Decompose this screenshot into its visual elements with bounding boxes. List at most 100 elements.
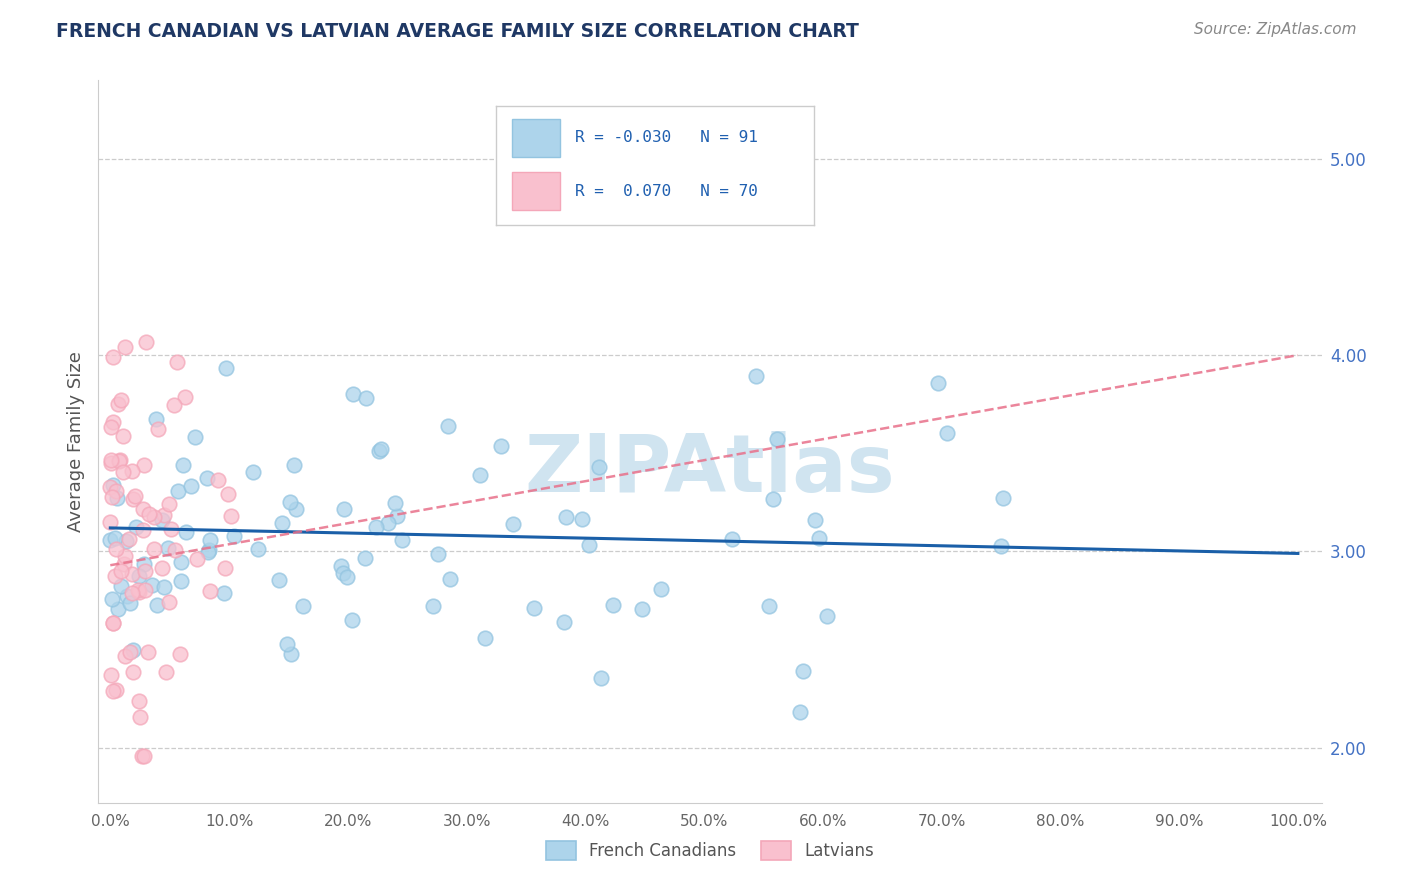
Point [474,631,496,645]
Point [104,531,127,545]
Point [111,429,134,443]
Point [134,458,156,473]
Point [368,443,391,458]
Point [354,391,377,405]
Point [377,516,399,531]
Point [110,579,132,593]
Point [101,415,124,429]
Point [468,468,491,483]
Point [160,522,183,536]
Point [124,490,146,504]
Point [571,512,593,526]
Point [491,439,513,453]
Point [110,393,132,408]
Point [342,387,364,401]
Point [183,430,205,444]
Point [101,684,124,698]
Point [283,458,305,473]
Point [121,665,143,680]
Point [631,602,654,616]
Point [111,465,134,479]
Point [132,557,155,571]
Y-axis label: Average Family Size: Average Family Size [66,351,84,532]
Point [100,667,122,681]
Point [157,595,180,609]
Point [114,340,136,354]
Point [134,583,156,598]
Point [145,412,167,426]
Point [114,649,136,664]
Point [384,496,406,510]
Point [578,538,600,552]
Point [100,490,122,504]
Point [143,509,166,524]
Point [134,564,156,578]
Point [131,748,153,763]
Point [215,361,238,376]
Point [138,507,160,521]
Point [553,615,575,629]
Point [437,419,460,434]
Point [150,560,173,574]
Text: Source: ZipAtlas.com: Source: ZipAtlas.com [1194,22,1357,37]
Point [650,582,672,596]
Point [276,637,298,651]
Point [336,569,359,583]
Point [391,533,413,548]
Point [100,419,122,434]
Point [523,600,546,615]
Point [280,648,302,662]
Point [332,566,354,580]
Point [990,539,1012,553]
Point [745,369,768,384]
Point [212,586,235,600]
Point [122,492,145,507]
Point [198,543,221,558]
Point [100,480,122,494]
Point [107,602,129,616]
Point [176,525,198,540]
Point [125,520,148,534]
Point [214,561,236,575]
Point [269,574,291,588]
Point [100,456,122,470]
Point [157,541,180,555]
Point [207,474,229,488]
Point [128,584,150,599]
Point [107,397,129,411]
Point [100,533,122,547]
Point [153,580,176,594]
Point [100,453,122,467]
Point [589,671,612,685]
Point [104,569,127,583]
Point [222,529,245,543]
Point [364,520,387,534]
Point [936,426,959,441]
Point [588,460,610,475]
Point [285,502,308,516]
Point [170,574,193,588]
Point [152,513,174,527]
Point [105,683,128,698]
Point [370,442,392,456]
Point [135,335,157,350]
Legend: French Canadians, Latvians: French Canadians, Latvians [538,834,882,867]
Point [105,541,128,556]
Point [815,609,838,624]
Point [927,376,949,390]
Point [554,509,576,524]
Point [792,664,814,678]
Point [195,471,218,485]
Point [121,566,143,581]
Point [141,577,163,591]
Point [105,483,128,498]
Point [143,807,166,822]
Point [121,585,143,599]
Point [138,645,160,659]
Point [198,584,221,599]
Point [198,533,221,547]
Point [270,516,292,530]
Point [385,509,408,524]
Point [278,495,301,509]
Point [132,502,155,516]
